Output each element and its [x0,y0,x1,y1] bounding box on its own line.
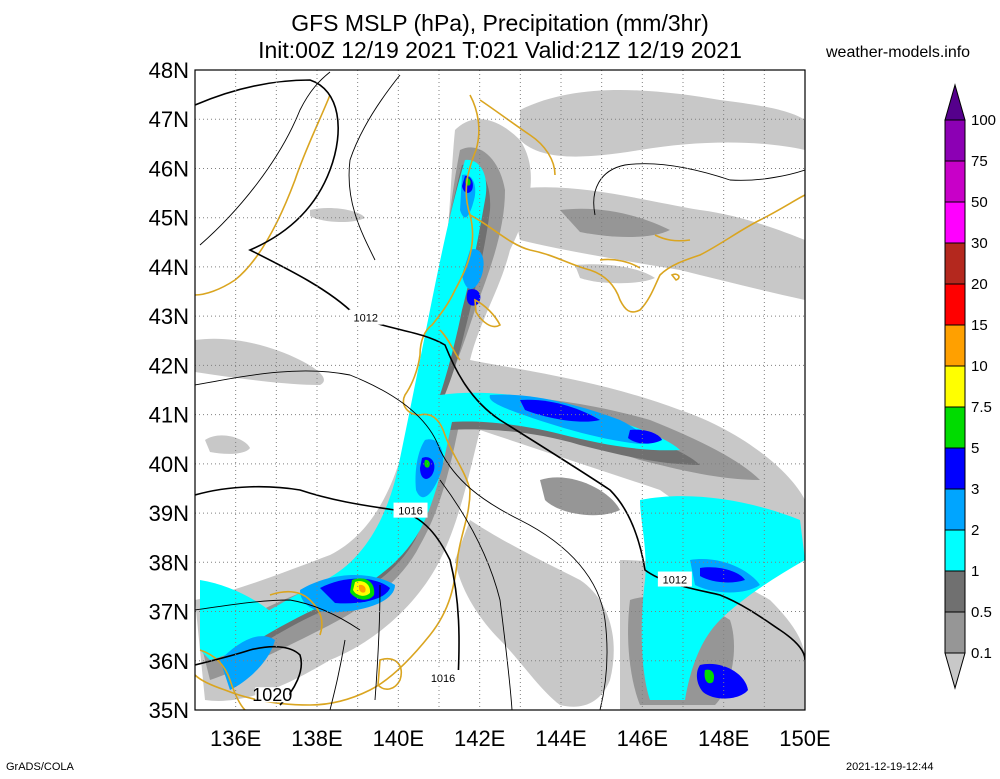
colorbar-label: 0.5 [971,604,992,621]
lat-label: 39N [149,501,189,526]
lon-label: 144E [535,726,586,751]
isobar-label-text: 1020 [252,685,292,705]
colorbar-label: 0.1 [971,645,992,662]
lat-label: 45N [149,206,189,231]
colorbar-swatch [944,529,966,572]
lon-label: 140E [373,726,424,751]
colorbar-swatch [944,201,966,244]
colorbar-label: 10 [971,358,988,375]
lat-label: 47N [149,107,189,132]
lat-label: 38N [149,550,189,575]
colorbar-label: 100 [971,112,996,129]
lat-label: 36N [149,649,189,674]
colorbar-swatch [944,570,966,613]
lat-label: 44N [149,255,189,280]
colorbar-label: 7.5 [971,399,992,416]
isobar-label: 1012 [348,309,383,325]
colorbar-swatch [944,611,966,654]
latitude-labels: 48N 47N 46N 45N 44N 43N 42N 41N 40N 39N 38N 37N 36N 3… [149,58,189,723]
isobar-label: 1020 [252,685,292,705]
footer-timestamp: 2021-12-19-12:44 [846,761,934,773]
lat-label: 41N [149,403,189,428]
colorbar-swatch [944,119,966,162]
isobar-label-text: 1016 [398,506,422,518]
precipitation-colorbar: 0.1 0.5 1 2 3 5 7.5 10 15 20 30 50 75 100 [944,83,996,690]
lon-label: 150E [779,726,830,751]
credit-text: weather-models.info [826,44,971,61]
colorbar-label: 75 [971,153,988,170]
map-subtitle: Init:00Z 12/19 2021 T:021 Valid:21Z 12/1… [258,37,742,63]
coastlines [195,94,805,710]
colorbar-max-arrow [944,83,966,121]
isobar-label: 1016 [393,502,428,518]
lon-label: 146E [617,726,668,751]
colorbar-swatch [944,406,966,449]
lon-label: 136E [210,726,261,751]
colorbar-min-arrow [944,652,966,690]
lat-label: 46N [149,156,189,181]
colorbar-label: 30 [971,235,988,252]
lon-label: 148E [698,726,749,751]
map-frame [194,69,806,711]
lon-label: 138E [291,726,342,751]
colorbar-label: 5 [971,440,979,457]
colorbar-swatch [944,447,966,490]
footer-software: GrADS/COLA [6,761,74,773]
colorbar-swatch [944,365,966,408]
colorbar-swatch [944,324,966,367]
lat-label: 35N [149,698,189,723]
lon-label: 142E [454,726,505,751]
lat-label: 37N [149,600,189,625]
lat-label: 42N [149,353,189,378]
lat-label: 48N [149,58,189,83]
isobar-labels: 1012 1016 1012 1016 1020 [252,309,692,705]
colorbar-label: 2 [971,522,979,539]
colorbar-swatch [944,283,966,326]
colorbar-label: 20 [971,276,988,293]
colorbar-label: 3 [971,481,979,498]
isobar-label-text: 1016 [431,673,455,685]
map-title: GFS MSLP (hPa), Precipitation (mm/3hr) [291,10,709,36]
map-plot-area: 1012 1016 1012 1016 1020 [195,70,805,710]
gridlines [195,70,805,710]
lat-label: 40N [149,452,189,477]
colorbar-label: 1 [971,563,979,580]
colorbar-swatch [944,160,966,203]
longitude-labels: 136E 138E 140E 142E 144E 146E 148E 150E [210,726,831,751]
colorbar-swatch [944,242,966,285]
precipitation-field [195,90,805,710]
isobar-label-text: 1012 [354,313,378,325]
colorbar-label: 50 [971,194,988,211]
lat-label: 43N [149,304,189,329]
colorbar-swatch [944,488,966,531]
isobar-label: 1016 [426,670,461,685]
colorbar-label: 15 [971,317,988,334]
isobar-label: 1012 [657,571,692,587]
isobar-label-text: 1012 [663,575,687,587]
